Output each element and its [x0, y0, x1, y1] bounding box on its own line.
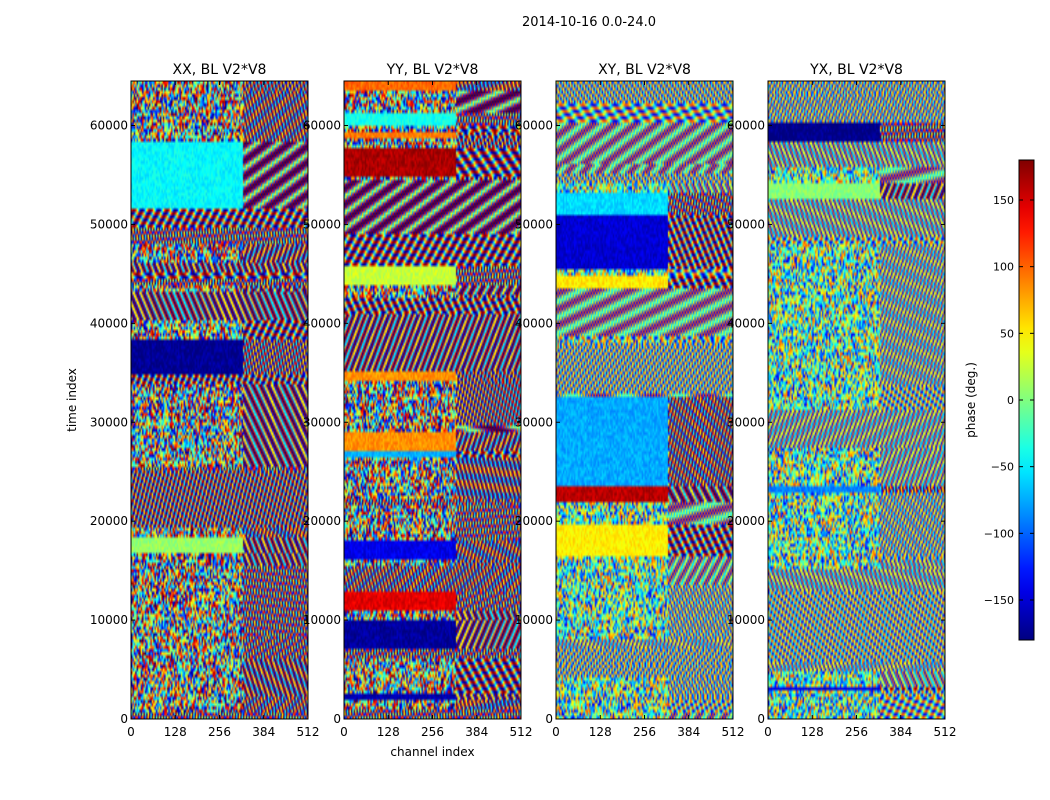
x-tick-label: 0 — [127, 725, 135, 739]
y-tick-label: 60000 — [727, 119, 765, 133]
y-tick-label: 40000 — [727, 316, 765, 330]
colorbar-tick-label: 50 — [1000, 327, 1014, 340]
colorbar-tick-label: −100 — [984, 527, 1014, 540]
x-tick-label: 512 — [934, 725, 957, 739]
colorbar-tick-label: 100 — [993, 261, 1014, 274]
y-tick-label: 60000 — [90, 119, 128, 133]
y-tick-label: 20000 — [90, 514, 128, 528]
x-tick-label: 256 — [208, 725, 231, 739]
phase-heatmap-image — [344, 81, 521, 719]
colorbar-tick-label: 150 — [993, 194, 1014, 207]
x-tick-label: 128 — [164, 725, 187, 739]
x-tick-label: 256 — [633, 725, 656, 739]
x-tick-label: 128 — [589, 725, 612, 739]
x-axis-label: channel index — [390, 745, 474, 759]
colorbar-tick-label: −50 — [991, 461, 1014, 474]
colorbar: −150 −100 −50 0 50 100 150 phase (deg.) — [964, 159, 1035, 641]
y-tick-label: 50000 — [90, 217, 128, 231]
figure-title: 2014-10-16 0.0-24.0 — [522, 15, 656, 30]
colorbar-label: phase (deg.) — [964, 362, 978, 438]
y-tick-label: 30000 — [515, 415, 553, 429]
phase-heatmap-image — [131, 81, 308, 719]
x-tick-label: 0 — [340, 725, 348, 739]
y-tick-label: 0 — [120, 712, 128, 726]
panel-1: XX, BL V2*V8 0 128 256 384 512 0 10000 20000 3000… — [65, 62, 319, 739]
y-tick-label: 10000 — [727, 613, 765, 627]
x-tick-label: 512 — [722, 725, 745, 739]
y-tick-label: 0 — [757, 712, 765, 726]
y-tick-label: 10000 — [515, 613, 553, 627]
y-tick-label: 20000 — [515, 514, 553, 528]
x-tick-label: 256 — [845, 725, 868, 739]
x-tick-label: 384 — [465, 725, 488, 739]
x-tick-label: 512 — [297, 725, 320, 739]
x-tick-label: 512 — [510, 725, 533, 739]
x-tick-label: 128 — [801, 725, 824, 739]
x-tick-label: 256 — [421, 725, 444, 739]
y-tick-label: 30000 — [727, 415, 765, 429]
y-tick-label: 30000 — [303, 415, 341, 429]
y-tick-label: 30000 — [90, 415, 128, 429]
y-tick-label: 10000 — [303, 613, 341, 627]
x-tick-label: 0 — [764, 725, 772, 739]
y-tick-label: 40000 — [515, 316, 553, 330]
x-tick-label: 384 — [677, 725, 700, 739]
panel-4: YX, BL V2*V8 0 128 256 384 512 0 10000 20000 3000… — [727, 62, 957, 739]
panel-3: XY, BL V2*V8 0 128 256 384 512 0 10000 20000 3000… — [515, 62, 745, 739]
x-tick-label: 384 — [889, 725, 912, 739]
y-tick-label: 10000 — [90, 613, 128, 627]
panels-group: XX, BL V2*V8 0 128 256 384 512 0 10000 20000 3000… — [65, 62, 956, 759]
y-axis-label: time index — [65, 368, 79, 432]
y-tick-label: 20000 — [727, 514, 765, 528]
y-tick-label: 0 — [545, 712, 553, 726]
y-tick-label: 0 — [333, 712, 341, 726]
y-tick-label: 60000 — [303, 119, 341, 133]
x-tick-label: 384 — [252, 725, 275, 739]
y-tick-label: 40000 — [303, 316, 341, 330]
panel-2: YY, BL V2*V8 0 128 256 384 512 0 10000 20000 3000… — [303, 62, 533, 759]
panel-title: XY, BL V2*V8 — [598, 62, 691, 78]
colorbar-tick-label: −150 — [984, 594, 1014, 607]
y-tick-label: 40000 — [90, 316, 128, 330]
y-tick-label: 60000 — [515, 119, 553, 133]
y-tick-label: 50000 — [515, 217, 553, 231]
y-tick-label: 20000 — [303, 514, 341, 528]
panel-title: YX, BL V2*V8 — [809, 62, 903, 78]
y-tick-label: 50000 — [303, 217, 341, 231]
phase-heatmap-image — [556, 81, 733, 719]
phase-heatmap-image — [768, 81, 945, 719]
x-tick-label: 0 — [552, 725, 560, 739]
y-tick-label: 50000 — [727, 217, 765, 231]
x-tick-label: 128 — [377, 725, 400, 739]
colorbar-tick-label: 0 — [1007, 394, 1014, 407]
panel-title: YY, BL V2*V8 — [386, 62, 479, 78]
panel-title: XX, BL V2*V8 — [173, 62, 267, 78]
